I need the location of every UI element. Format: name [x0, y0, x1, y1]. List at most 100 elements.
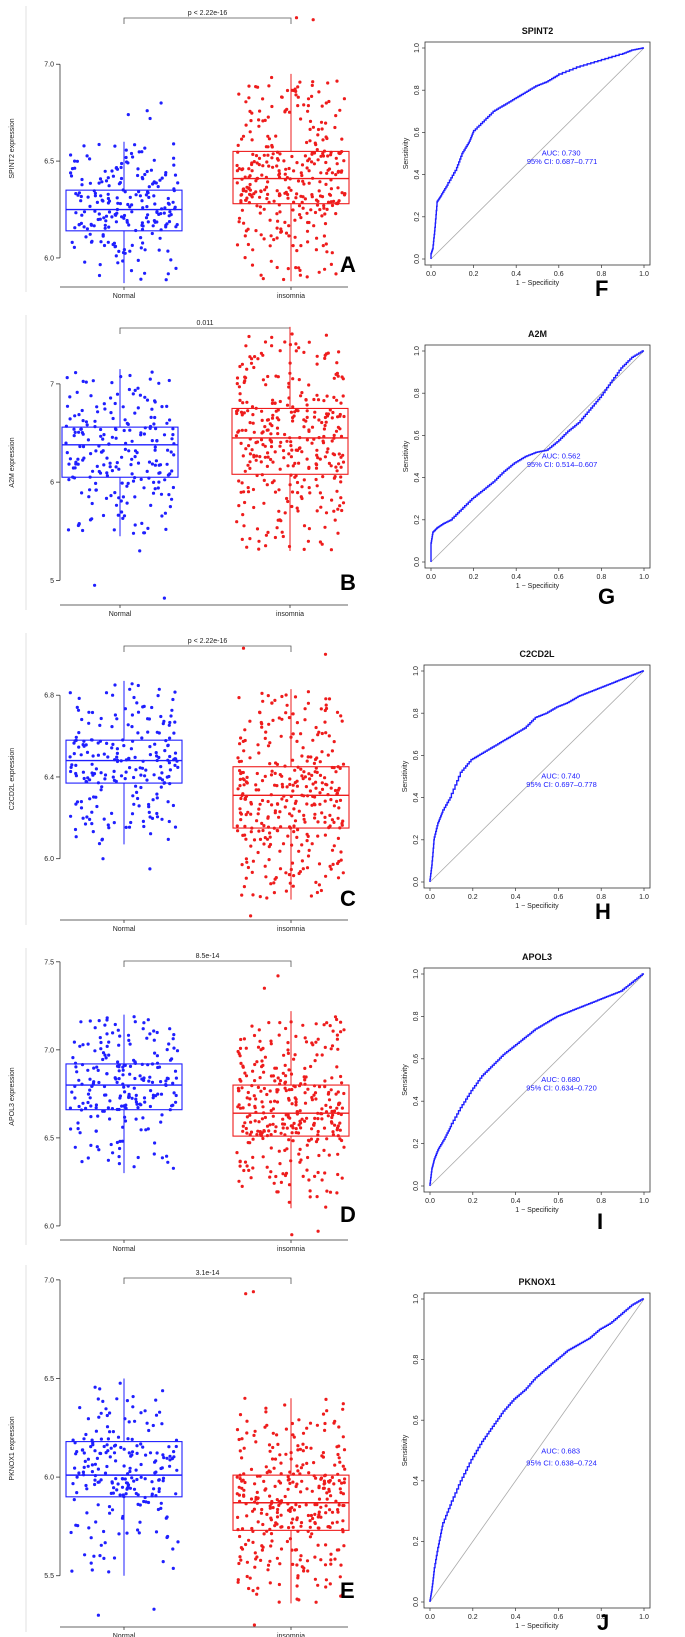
insomnia-point	[297, 266, 301, 270]
insomnia-point	[270, 769, 274, 773]
insomnia-point	[329, 798, 333, 802]
normal-outlier	[145, 109, 149, 113]
insomnia-point	[240, 168, 244, 172]
insomnia-point	[255, 1133, 259, 1137]
insomnia-point	[322, 1148, 326, 1152]
normal-point	[93, 1478, 97, 1482]
insomnia-point	[324, 1543, 328, 1547]
insomnia-point	[241, 1129, 245, 1133]
insomnia-point	[294, 1034, 298, 1038]
insomnia-point	[307, 428, 311, 432]
significance-bracket	[123, 960, 292, 967]
insomnia-point	[311, 782, 315, 786]
insomnia-point	[247, 96, 251, 100]
normal-point	[159, 765, 163, 769]
insomnia-point	[303, 718, 307, 722]
normal-point	[86, 1092, 91, 1096]
insomnia-point	[324, 135, 328, 139]
insomnia-point	[310, 193, 314, 197]
insomnia-point	[271, 413, 275, 417]
insomnia-point	[238, 1046, 243, 1050]
normal-point	[136, 1528, 140, 1532]
normal-point	[157, 755, 161, 760]
normal-point	[131, 794, 135, 798]
insomnia-point	[250, 870, 254, 875]
normal-point	[167, 1042, 171, 1046]
insomnia-point	[256, 1045, 261, 1049]
normal-point	[147, 717, 151, 721]
normal-point	[135, 1451, 139, 1455]
normal-point	[98, 263, 102, 267]
insomnia-point	[295, 1563, 299, 1567]
insomnia-point	[237, 696, 241, 700]
y-tick-label: 0.0	[413, 877, 420, 887]
insomnia-point	[277, 509, 281, 513]
insomnia-point	[266, 145, 270, 149]
insomnia-point	[302, 425, 306, 429]
normal-points	[69, 101, 180, 282]
insomnia-point	[299, 171, 303, 175]
insomnia-point	[305, 229, 310, 233]
insomnia-point	[297, 1418, 301, 1422]
normal-point	[94, 488, 98, 492]
insomnia-point	[259, 189, 263, 193]
insomnia-box	[232, 1084, 350, 1137]
normal-point	[128, 373, 132, 378]
insomnia-point	[310, 803, 314, 807]
normal-point	[115, 755, 119, 759]
insomnia-point	[338, 798, 343, 803]
normal-point	[94, 767, 98, 771]
insomnia-point	[339, 401, 343, 405]
normal-point	[75, 705, 79, 710]
x-tick-label: Normal	[113, 1633, 136, 1637]
normal-point	[117, 182, 121, 186]
ci-text: 95% CI: 0.634–0.720	[526, 1084, 596, 1093]
normal-point	[155, 811, 159, 816]
insomnia-point	[296, 491, 300, 495]
insomnia-point	[308, 1519, 312, 1523]
insomnia-point	[305, 759, 309, 763]
insomnia-point	[305, 415, 309, 419]
insomnia-point	[264, 533, 268, 537]
insomnia-point	[299, 216, 303, 220]
insomnia-point	[305, 802, 309, 806]
insomnia-point	[301, 1449, 305, 1453]
y-axis-label: Sensitivity	[402, 1064, 409, 1096]
panel-label: I	[597, 1209, 603, 1234]
insomnia-point	[302, 478, 306, 482]
insomnia-point	[326, 154, 330, 158]
y-tick-label: 0.0	[413, 1597, 420, 1607]
normal-point	[140, 521, 144, 526]
insomnia-point	[265, 837, 270, 841]
normal-point	[134, 1093, 138, 1097]
insomnia-point	[297, 346, 301, 350]
normal-point	[69, 171, 73, 175]
normal-point	[75, 1450, 79, 1454]
normal-point	[112, 528, 116, 532]
insomnia-point	[261, 97, 265, 101]
insomnia-point	[278, 1481, 283, 1485]
normal-point	[176, 181, 180, 185]
insomnia-point	[237, 1561, 241, 1566]
normal-point	[103, 1023, 107, 1027]
insomnia-point	[262, 1086, 266, 1091]
insomnia-point	[286, 1487, 290, 1491]
insomnia-point	[250, 138, 254, 142]
insomnia-point	[310, 94, 314, 98]
insomnia-point	[300, 1565, 304, 1569]
normal-point	[141, 819, 145, 824]
insomnia-point	[325, 171, 329, 175]
normal-point	[112, 1556, 117, 1560]
normal-point	[102, 817, 106, 821]
normal-point	[118, 1139, 122, 1143]
insomnia-point	[339, 714, 343, 718]
normal-point	[83, 260, 87, 264]
insomnia-point	[235, 382, 239, 386]
insomnia-point	[273, 771, 277, 776]
normal-point	[143, 1100, 147, 1104]
insomnia-point	[331, 1029, 335, 1033]
normal-point	[111, 1151, 115, 1155]
normal-point	[88, 817, 92, 822]
normal-point	[148, 1032, 152, 1036]
insomnia-point	[339, 1594, 343, 1598]
